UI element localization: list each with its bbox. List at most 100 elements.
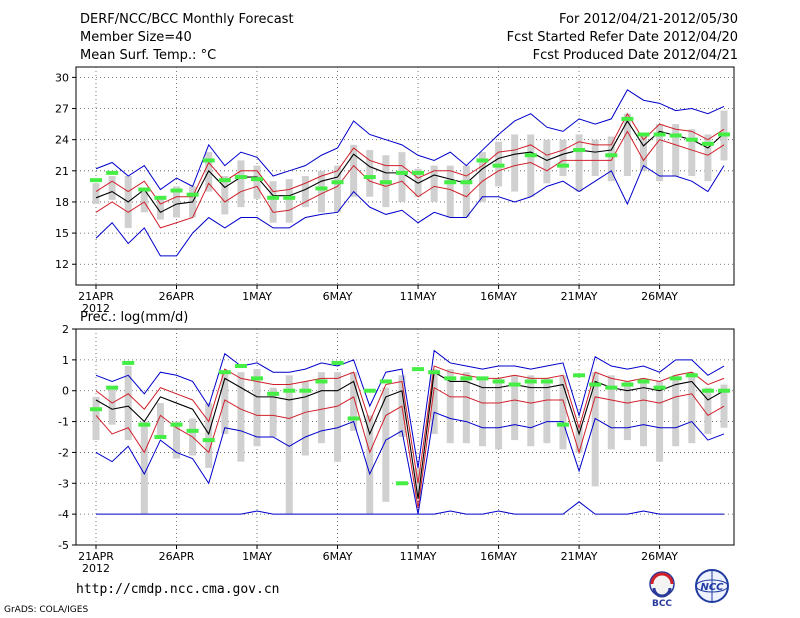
precip-observed-mark (653, 385, 666, 390)
temp-mean-line (95, 119, 725, 214)
temp-member-box (237, 160, 245, 208)
temp-observed-mark (460, 180, 473, 185)
precip-member-box (430, 369, 438, 434)
precip-observed-mark (347, 416, 360, 421)
forecast-period: For 2012/04/21-2012/05/30 (559, 12, 738, 27)
temp-member-box (446, 165, 454, 218)
precip-ytick-label: -5 (58, 539, 69, 552)
precip-ytick-label: 1 (62, 354, 69, 367)
precip-member-box (527, 375, 535, 447)
temp-member-box (108, 176, 116, 200)
precip-xtick-label: 21MAY (561, 550, 598, 563)
precip-observed-mark (122, 360, 135, 365)
precip-observed-mark (492, 379, 505, 384)
precip-min-zero-line-line (96, 501, 724, 515)
temp-member-box (366, 150, 374, 197)
temp-member-box (511, 134, 519, 192)
temp-observed-mark (718, 132, 730, 137)
precip-member-box (124, 366, 132, 441)
temp-xtick-label: 21MAY (561, 290, 598, 303)
precip-observed-mark (428, 370, 441, 375)
temp-xtick-label: 26APR (159, 290, 195, 303)
temp-xtick-label: 16MAY (480, 290, 517, 303)
temp-observed-mark (218, 178, 231, 183)
chart-title: DERF/NCC/BCC Monthly Forecast (80, 12, 294, 27)
precip-member-box (462, 372, 470, 444)
precip-min-line (95, 411, 725, 515)
temp-observed-mark (267, 195, 280, 200)
temp-member-box (173, 186, 181, 218)
precip-mean-line (95, 371, 725, 499)
temp-member-box (623, 113, 631, 176)
precip-member-box (704, 387, 712, 434)
temp-observed-mark (170, 188, 183, 193)
temp-member-box (301, 176, 309, 208)
precip-member-box (317, 372, 325, 444)
precip-observed-mark (154, 435, 167, 439)
temp-observed-mark (524, 153, 537, 158)
temp-xtick-label: 6MAY (323, 290, 353, 303)
temp-ytick-label: 24 (55, 134, 69, 147)
precip-member-box (688, 372, 696, 444)
precip-member-box (591, 372, 599, 487)
temp-upper-line (95, 112, 725, 205)
temp-member-box (334, 165, 342, 213)
precip-xtick-label: 6MAY (323, 550, 353, 563)
temp-min-line (95, 164, 725, 257)
precip-observed-mark (718, 388, 730, 393)
temp-ytick-label: 30 (55, 71, 69, 84)
precip-ytick-label: -1 (58, 416, 69, 429)
temp-member-box (688, 129, 696, 176)
temp-member-box (607, 136, 615, 182)
temp-observed-mark (363, 175, 376, 180)
temp-observed-mark (186, 192, 199, 197)
temp-member-box (350, 144, 358, 197)
precip-observed-mark (315, 379, 328, 384)
precip-xtick-label: 26APR (159, 550, 195, 563)
precip-observed-mark (460, 376, 473, 381)
precip-year-label: 2012 (82, 562, 110, 575)
temp-observed-mark (202, 158, 215, 163)
temp-member-box (575, 134, 583, 192)
precip-observed-mark (331, 360, 344, 365)
temp-member-box (639, 134, 647, 171)
temp-year-label: 2012 (82, 302, 110, 315)
precip-xtick-label: 11MAY (400, 550, 437, 563)
temp-observed-mark (412, 170, 425, 175)
temp-observed-mark (154, 195, 167, 200)
temp-member-box (543, 139, 551, 184)
footer-url[interactable]: http://cmdp.ncc.cma.gov.cn (76, 582, 280, 597)
precip-member-box (253, 369, 261, 447)
temp-member-box (253, 165, 261, 199)
bcc-logo: BCC (649, 571, 675, 608)
precip-observed-mark (556, 422, 569, 427)
temp-member-box (317, 170, 325, 213)
precip-xtick-label: 21APR (78, 550, 114, 563)
temp-observed-mark (395, 170, 408, 175)
precip-observed-mark (508, 382, 521, 387)
precip-member-box (285, 375, 293, 515)
precip-observed-mark (669, 376, 682, 381)
temp-max-line (95, 89, 725, 191)
temp-member-box (398, 152, 406, 202)
precip-observed-mark (444, 376, 457, 381)
temp-panel-title: Mean Surf. Temp.: °C (80, 48, 217, 63)
temp-member-box (430, 165, 438, 202)
precip-observed-mark (701, 388, 714, 393)
precip-member-box (156, 403, 164, 437)
temp-frame (75, 66, 735, 286)
svg-text:BCC: BCC (652, 599, 672, 608)
precip-member-box (543, 378, 551, 444)
temp-observed-mark (492, 163, 505, 168)
precip-observed-mark (234, 364, 247, 369)
precip-member-box (221, 372, 229, 434)
temp-member-box (591, 139, 599, 176)
precip-max-line (95, 349, 725, 468)
precip-ytick-label: 2 (62, 323, 69, 336)
temp-ytick-label: 18 (55, 196, 69, 209)
precip-member-box (334, 372, 342, 462)
precip-member-box (140, 421, 148, 515)
temp-xtick-label: 11MAY (400, 290, 437, 303)
precip-member-box (108, 387, 116, 425)
precip-observed-mark (573, 373, 586, 378)
